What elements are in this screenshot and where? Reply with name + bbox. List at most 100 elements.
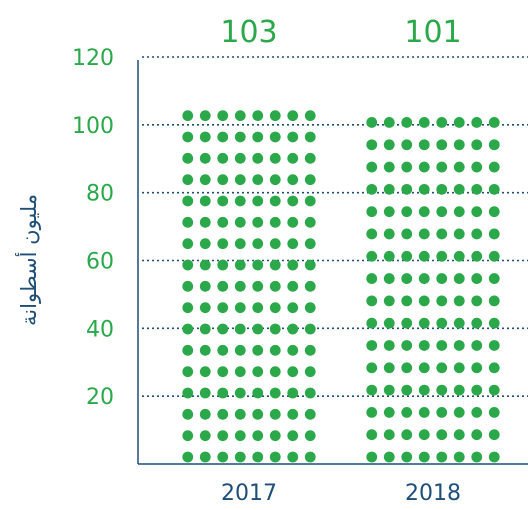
bar-dot [366, 206, 378, 218]
bar-dot [234, 387, 246, 399]
bar-dot [199, 344, 211, 356]
bar-dot [199, 408, 211, 420]
bar-dot [217, 344, 229, 356]
bar-dot [436, 451, 448, 463]
bar-dot [199, 131, 211, 143]
bar-dot [401, 384, 413, 396]
bar-dot [401, 451, 413, 463]
bar-dot [471, 206, 483, 218]
bar-dot [436, 362, 448, 374]
bar-dot [436, 317, 448, 329]
bar-dot [383, 317, 395, 329]
value-label-2017: 103 [220, 15, 277, 50]
bar-dot [366, 362, 378, 374]
bar-dot [287, 280, 299, 292]
bar-dot [287, 152, 299, 164]
bar-dot [436, 406, 448, 418]
bar-dot [436, 139, 448, 151]
bar-dot [252, 451, 264, 463]
bar-dot [383, 451, 395, 463]
bar-dot [366, 273, 378, 284]
labels: 20 40 60 80 100 120 103 2017 101 2018 [72, 15, 462, 506]
bar-dot [366, 161, 378, 173]
bar-dot [471, 273, 483, 284]
bar-dot [418, 139, 430, 151]
gridlines [142, 56, 528, 397]
bar-dot [287, 387, 299, 399]
bar-dot [304, 387, 316, 399]
bar-dot [488, 295, 500, 307]
bar-dot [453, 250, 465, 262]
bar-dot [436, 273, 448, 284]
bar-dot [418, 117, 430, 128]
bar-dot [217, 323, 229, 335]
bar-dot [234, 451, 246, 463]
bar-dot [252, 366, 264, 378]
bar-dot [453, 206, 465, 218]
bar-dot [488, 117, 500, 128]
bar-dot [217, 387, 229, 399]
bar-dot [304, 323, 316, 335]
bar-dot [418, 340, 430, 351]
bar-dot [366, 429, 378, 441]
bar-dot [199, 238, 211, 250]
bar-dot [182, 302, 194, 314]
value-label-2018: 101 [404, 15, 461, 50]
bar-dot [418, 451, 430, 463]
bar-dot [488, 340, 500, 351]
bar-dot [366, 451, 378, 463]
bar-dot [418, 429, 430, 441]
bar-dot [217, 152, 229, 164]
bar-dot [304, 216, 316, 228]
bar-dot [199, 195, 211, 207]
bar-dot [217, 174, 229, 186]
bar-dot [199, 451, 211, 463]
bar-dot [182, 174, 194, 186]
bar-dot [418, 228, 430, 240]
bar-dot [401, 206, 413, 218]
bar-dot [182, 195, 194, 207]
bar-dot [304, 152, 316, 164]
bar-dot [453, 161, 465, 173]
bar-dot [199, 152, 211, 164]
bar-dot [471, 340, 483, 351]
bar-dot [418, 161, 430, 173]
bar-dot [269, 323, 281, 335]
bar-dot [182, 110, 194, 122]
bar-dot [471, 317, 483, 329]
bar-dot [304, 344, 316, 356]
bar-dot [287, 110, 299, 122]
bar-dot [234, 110, 246, 122]
bar-dot [252, 280, 264, 292]
bar-dot [366, 183, 378, 195]
bar-dot [287, 323, 299, 335]
bar-dot [488, 362, 500, 374]
bar-dot [269, 302, 281, 314]
bar-dot [304, 408, 316, 420]
bar-dot [252, 238, 264, 250]
bar-dot [436, 384, 448, 396]
bar-dot [383, 161, 395, 173]
bar-dot [287, 430, 299, 442]
bar-dot [182, 152, 194, 164]
bar-2018 [366, 117, 500, 463]
bar-dot [304, 302, 316, 314]
bar-dot [304, 366, 316, 378]
bar-dot [182, 238, 194, 250]
bar-dot [304, 110, 316, 122]
y-axis-title: مليون أسطوانة [15, 194, 41, 326]
bar-dot [287, 131, 299, 143]
bar-dot [471, 183, 483, 195]
bar-dot [234, 195, 246, 207]
bar-dot [488, 183, 500, 195]
bar-dot [217, 110, 229, 122]
bar-dot [471, 250, 483, 262]
bar-dot [401, 295, 413, 307]
bar-dot [182, 280, 194, 292]
bar-dot [269, 366, 281, 378]
bar-dot [436, 183, 448, 195]
bar-dot [383, 406, 395, 418]
bar-dot [401, 183, 413, 195]
bar-dot [383, 117, 395, 128]
